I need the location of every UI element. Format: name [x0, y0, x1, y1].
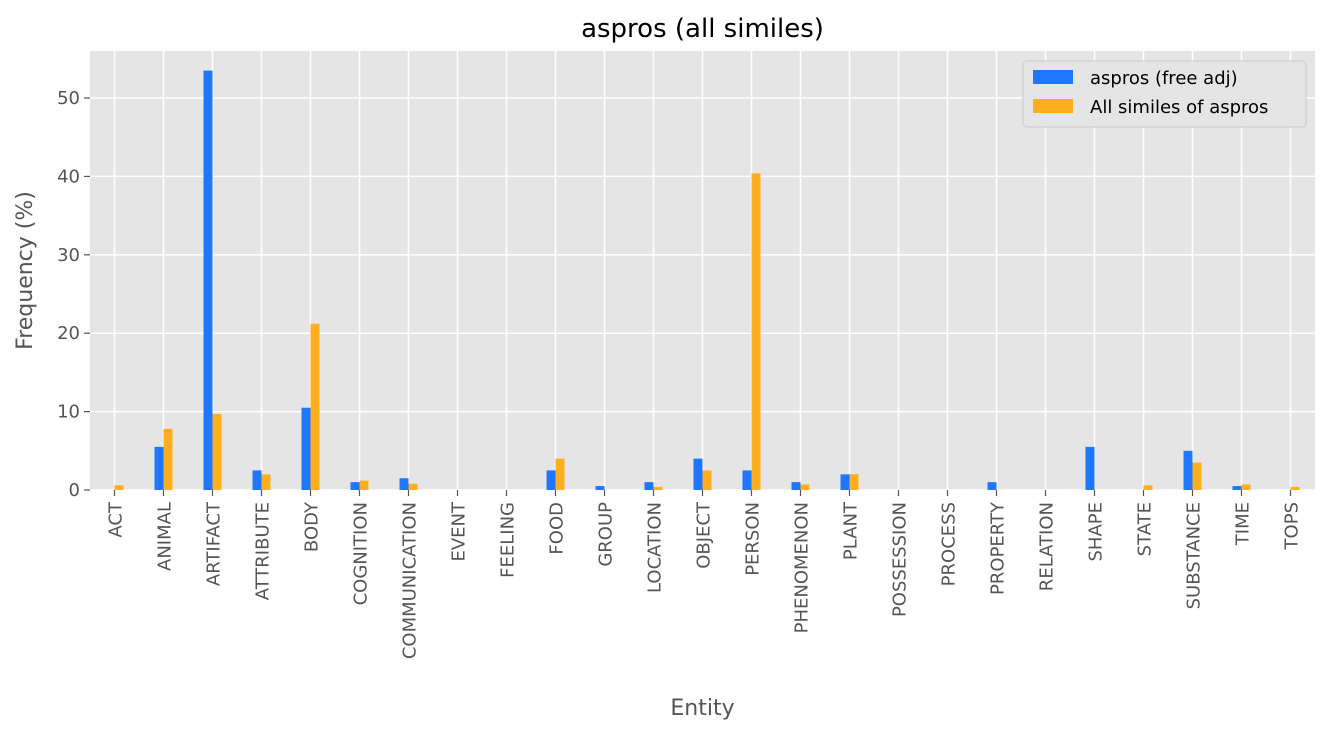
- y-tick-label: 0: [69, 480, 80, 501]
- bar-free-adj-location: [644, 482, 654, 490]
- y-axis-ticks: 0 10 20 30 40 50: [57, 88, 90, 501]
- x-tick-label-feeling: FEELING: [498, 502, 519, 578]
- bar-free-adj-shape: [1085, 446, 1095, 490]
- x-tick-label-act: ACT: [106, 501, 127, 538]
- x-tick-label-shape: SHAPE: [1086, 502, 1107, 562]
- x-tick-label-phenomenon: PHENOMENON: [792, 502, 813, 633]
- y-tick-label: 10: [57, 402, 80, 423]
- bar-free-adj-phenomenon: [791, 482, 801, 490]
- x-tick-label-communication: COMMUNICATION: [400, 502, 421, 659]
- x-tick-label-plant: PLANT: [841, 501, 862, 560]
- chart-title: aspros (all similes): [581, 14, 824, 44]
- x-tick-label-body: BODY: [302, 501, 323, 552]
- x-tick-label-substance: SUBSTANCE: [1184, 502, 1205, 609]
- x-tick-label-process: PROCESS: [939, 502, 960, 586]
- bar-all-similes-tops: [1290, 486, 1300, 490]
- x-tick-label-relation: RELATION: [1037, 502, 1058, 591]
- y-tick-label: 20: [57, 323, 80, 344]
- legend-swatch-all-similes: [1033, 99, 1073, 113]
- x-tick-label-property: PROPERTY: [988, 501, 1009, 595]
- bar-all-similes-state: [1143, 485, 1153, 490]
- legend-label-free-adj: aspros (free adj): [1090, 68, 1238, 89]
- legend: aspros (free adj) All similes of aspros: [1022, 60, 1307, 128]
- x-tick-label-time: TIME: [1233, 502, 1254, 546]
- x-tick-label-location: LOCATION: [645, 502, 666, 593]
- bar-all-similes-cognition: [359, 480, 369, 490]
- x-tick-label-event: EVENT: [449, 501, 470, 562]
- bar-all-similes-animal: [163, 428, 173, 490]
- x-tick-label-object: OBJECT: [694, 501, 715, 569]
- x-tick-label-person: PERSON: [743, 502, 764, 576]
- bar-all-similes-location: [653, 486, 663, 490]
- y-tick-label: 50: [57, 88, 80, 109]
- y-tick-label: 30: [57, 245, 80, 266]
- y-tick-label: 40: [57, 166, 80, 187]
- bar-free-adj-time: [1232, 486, 1242, 490]
- bar-free-adj-substance: [1183, 450, 1193, 490]
- bar-free-adj-group: [595, 486, 605, 490]
- bar-free-adj-artifact: [203, 70, 213, 491]
- x-axis-ticks: ACT ANIMAL ARTIFACT ATTRIBUTE BODY COGNITION C…: [106, 490, 1303, 659]
- y-axis-label: Frequency (%): [13, 191, 38, 350]
- bar-free-adj-person: [742, 470, 752, 490]
- bar-all-similes-time: [1241, 484, 1251, 490]
- bar-all-similes-person: [751, 173, 761, 491]
- x-tick-label-animal: ANIMAL: [155, 502, 176, 571]
- legend-swatch-free-adj: [1033, 70, 1073, 84]
- x-tick-label-artifact: ARTIFACT: [204, 501, 225, 586]
- x-tick-label-food: FOOD: [547, 502, 568, 555]
- bar-free-adj-attribute: [252, 470, 262, 490]
- legend-box: [1022, 60, 1307, 128]
- bars: [114, 70, 1300, 491]
- bar-all-similes-act: [114, 485, 124, 490]
- bar-free-adj-plant: [840, 474, 850, 490]
- x-tick-label-state: STATE: [1135, 502, 1156, 556]
- x-tick-label-possession: POSSESSION: [890, 502, 911, 617]
- x-axis-label: Entity: [670, 696, 734, 721]
- bar-all-similes-substance: [1192, 462, 1202, 490]
- bar-all-similes-artifact: [212, 413, 222, 490]
- legend-label-all-similes: All similes of aspros: [1090, 97, 1268, 118]
- bar-free-adj-cognition: [350, 482, 360, 490]
- x-tick-label-group: GROUP: [596, 502, 617, 567]
- bar-all-similes-food: [555, 458, 565, 490]
- bar-all-similes-attribute: [261, 474, 271, 490]
- bar-all-similes-body: [310, 323, 320, 490]
- bar-all-similes-phenomenon: [800, 484, 810, 490]
- bar-free-adj-food: [546, 470, 556, 490]
- bar-free-adj-property: [987, 482, 997, 490]
- bar-all-similes-object: [702, 470, 712, 490]
- bar-all-similes-communication: [408, 483, 418, 490]
- bar-free-adj-object: [693, 458, 703, 490]
- x-tick-label-cognition: COGNITION: [351, 502, 372, 605]
- bar-free-adj-body: [301, 407, 311, 490]
- bar-free-adj-animal: [154, 446, 164, 490]
- bar-free-adj-communication: [399, 478, 409, 490]
- x-tick-label-tops: TOPS: [1282, 502, 1303, 550]
- x-tick-label-attribute: ATTRIBUTE: [253, 502, 274, 600]
- bar-all-similes-plant: [849, 474, 859, 490]
